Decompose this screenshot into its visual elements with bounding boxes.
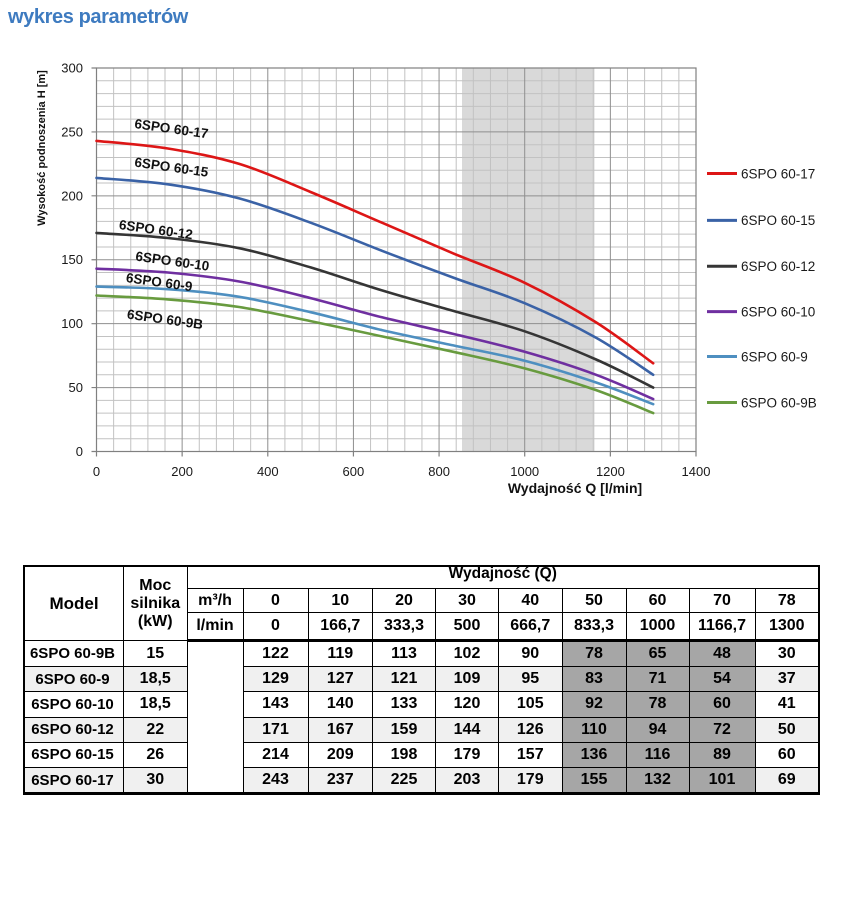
svg-text:Wydajność Q [l/min]: Wydajność Q [l/min]	[508, 480, 642, 496]
svg-text:0: 0	[93, 464, 100, 479]
svg-text:300: 300	[61, 61, 83, 76]
svg-text:400: 400	[257, 464, 279, 479]
svg-text:6SPO 60-9: 6SPO 60-9	[741, 349, 808, 364]
svg-text:6SPO 60-9B: 6SPO 60-9B	[741, 395, 817, 410]
svg-text:50: 50	[69, 380, 83, 395]
svg-text:6SPO 60-10: 6SPO 60-10	[741, 304, 815, 319]
svg-text:6SPO 60-15: 6SPO 60-15	[741, 213, 815, 228]
svg-text:1000: 1000	[510, 464, 539, 479]
svg-text:1400: 1400	[682, 464, 711, 479]
svg-text:6SPO 60-12: 6SPO 60-12	[741, 259, 815, 274]
svg-text:250: 250	[61, 124, 83, 139]
svg-text:600: 600	[343, 464, 365, 479]
svg-text:6SPO 60-17: 6SPO 60-17	[134, 116, 210, 141]
svg-text:800: 800	[428, 464, 450, 479]
svg-text:200: 200	[61, 188, 83, 203]
svg-text:100: 100	[61, 316, 83, 331]
svg-text:200: 200	[171, 464, 193, 479]
svg-text:Wysokość podnoszenia H [m]: Wysokość podnoszenia H [m]	[36, 70, 48, 226]
svg-text:150: 150	[61, 252, 83, 267]
svg-text:1200: 1200	[596, 464, 625, 479]
svg-text:6SPO 60-17: 6SPO 60-17	[741, 166, 815, 181]
svg-text:0: 0	[76, 444, 83, 459]
svg-text:6SPO 60-15: 6SPO 60-15	[134, 155, 210, 180]
